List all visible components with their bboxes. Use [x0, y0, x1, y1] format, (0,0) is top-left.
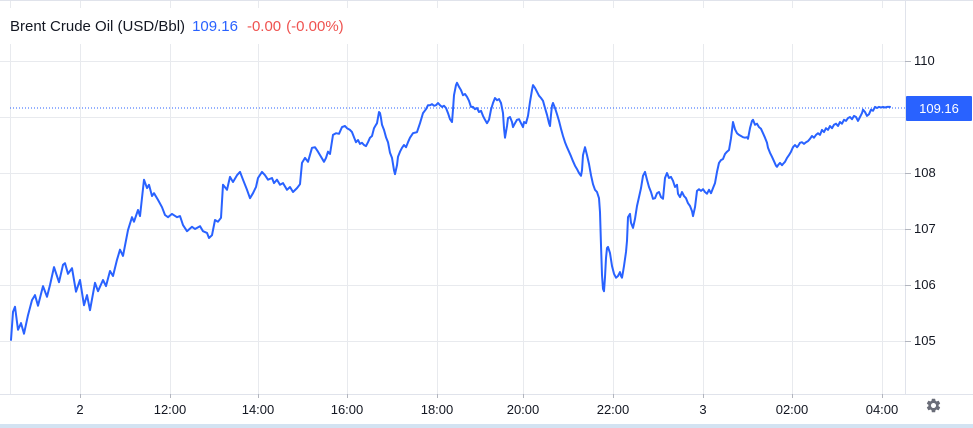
- price-axis-label: 108: [914, 165, 936, 180]
- chart-legend: Brent Crude Oil (USD/Bbl) 109.16 -0.00 (…: [0, 8, 905, 44]
- time-axis-label: 16:00: [330, 402, 364, 417]
- current-price-tag: 109.16: [906, 95, 972, 121]
- bottom-edge-strip: [0, 424, 973, 428]
- time-axis-label: 22:00: [596, 402, 630, 417]
- price-axis-label: 107: [914, 221, 936, 236]
- time-axis-label: 12:00: [153, 402, 187, 417]
- price-axis-label: 110: [914, 53, 935, 68]
- time-axis-label: 3: [699, 402, 707, 417]
- time-axis-label: 14:00: [241, 402, 275, 417]
- price-line-series: [10, 81, 891, 341]
- time-axis-label: 04:00: [865, 402, 899, 417]
- time-axis-label: 20:00: [506, 402, 540, 417]
- settings-button[interactable]: [922, 394, 944, 416]
- price-axis-label: 105: [914, 333, 936, 348]
- symbol-title: Brent Crude Oil (USD/Bbl): [10, 17, 186, 35]
- price-axis-label: 106: [914, 277, 936, 292]
- time-axis-label: 18:00: [420, 402, 454, 417]
- time-axis-label: 02:00: [775, 402, 809, 417]
- time-axis-label: 2: [76, 402, 84, 417]
- last-price-value: 109.16: [192, 17, 238, 35]
- price-change-value: -0.00: [246, 17, 282, 35]
- gear-icon: [926, 398, 940, 412]
- price-change-percent: (-0.00%): [286, 17, 344, 35]
